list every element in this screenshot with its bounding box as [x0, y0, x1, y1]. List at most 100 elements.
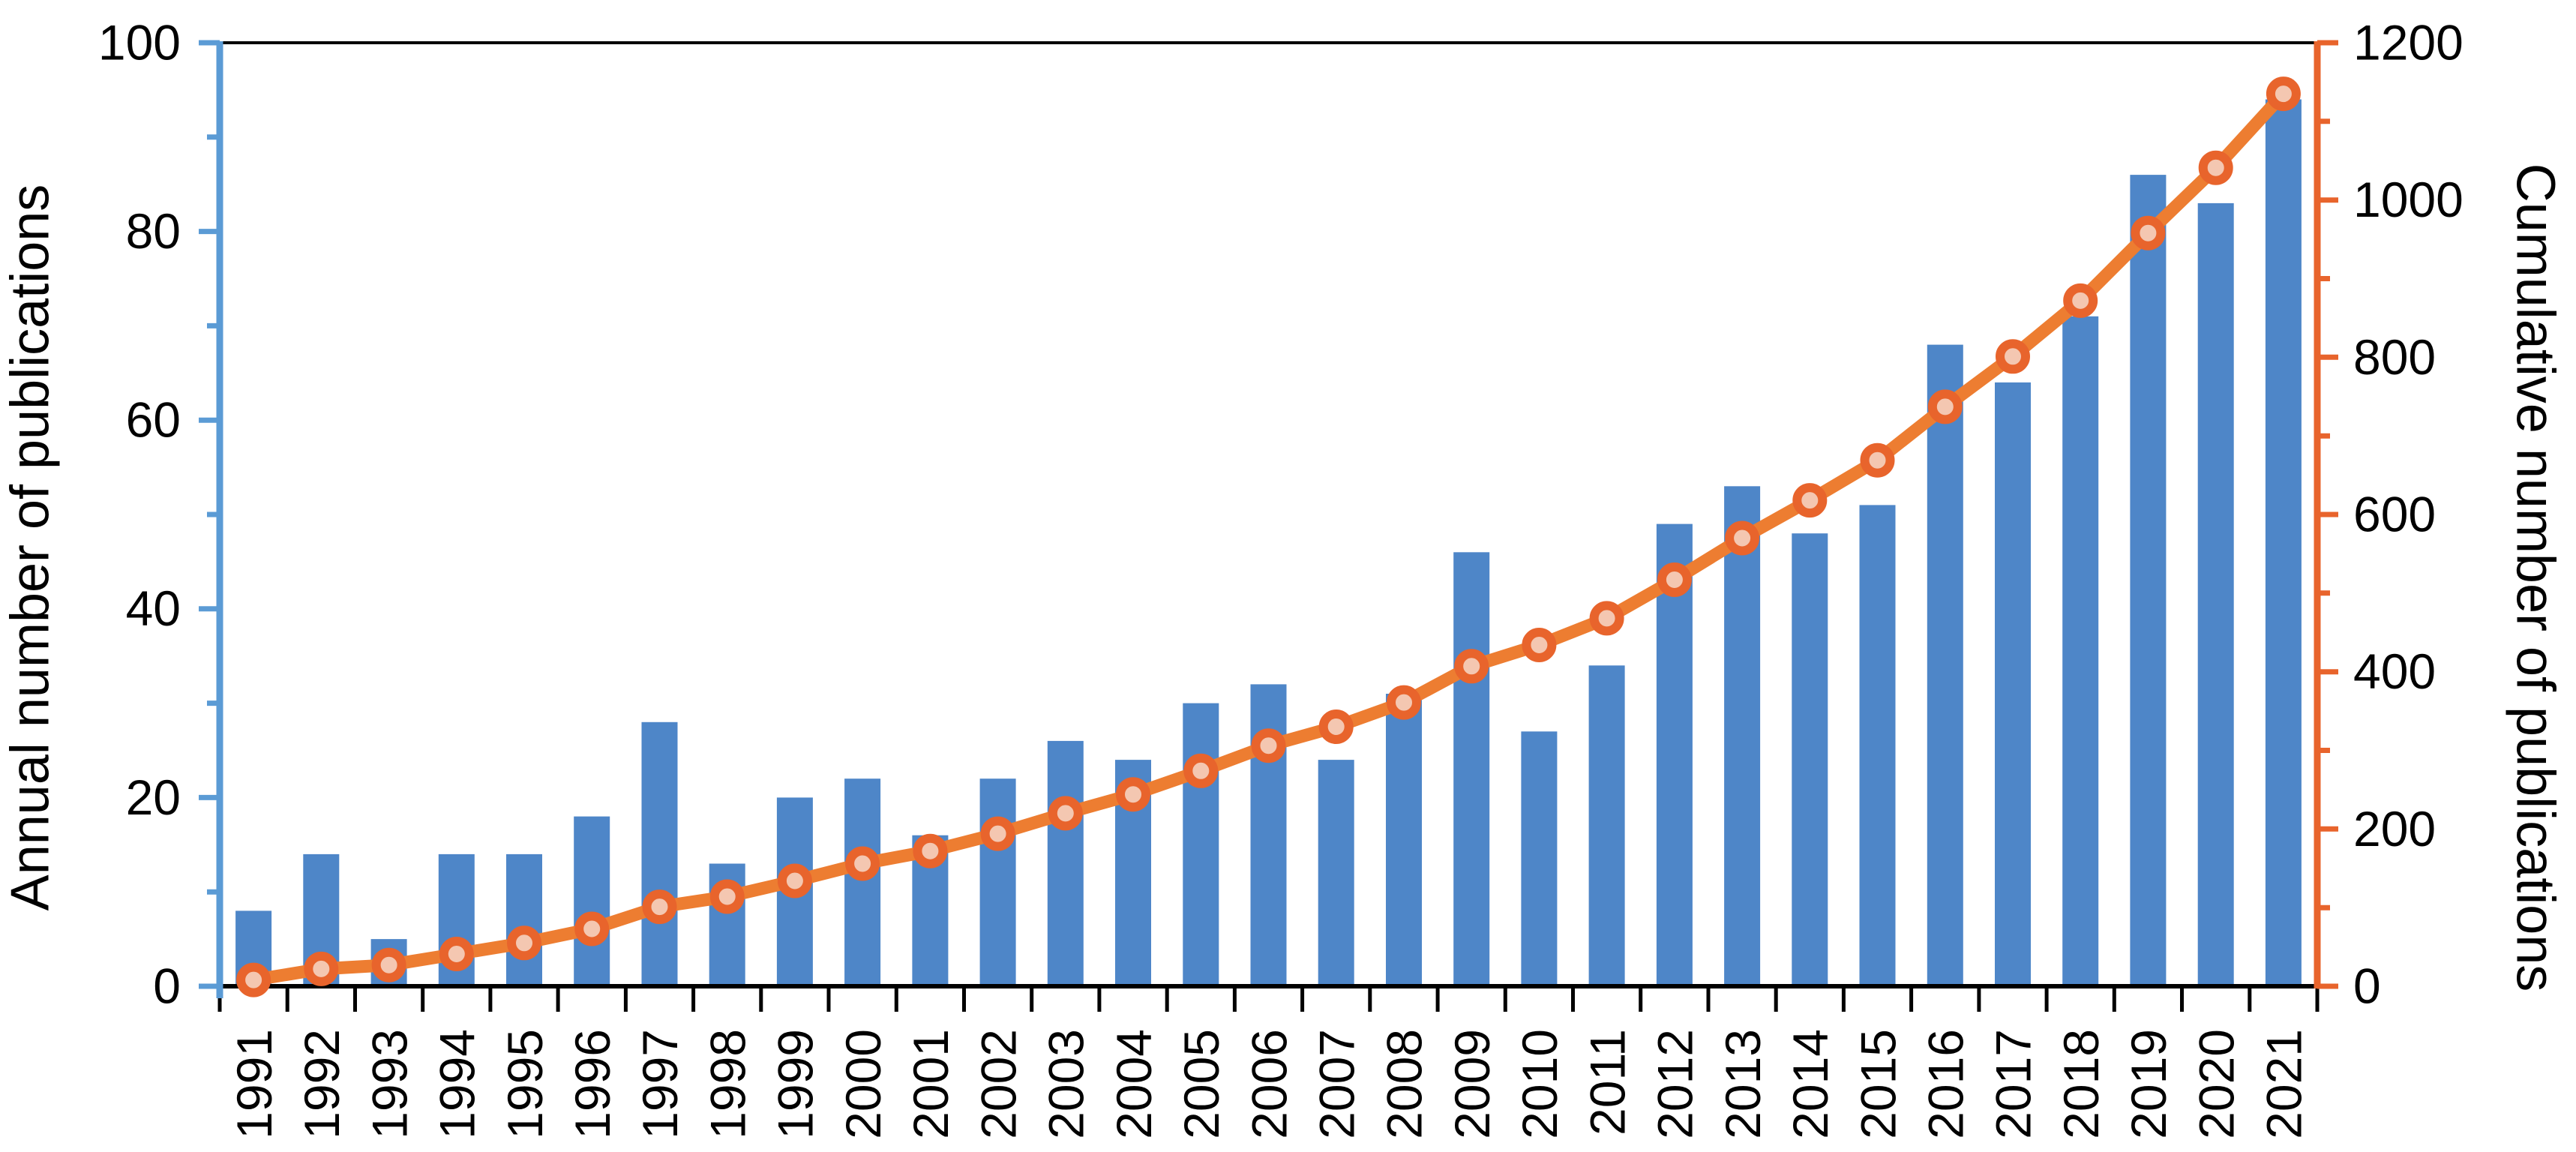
marker-2010 [1522, 628, 1557, 662]
marker-1994 [439, 937, 474, 971]
marker-2018 [2063, 283, 2098, 318]
bar-2015 [1859, 505, 1896, 986]
x-axis-year-label: 1999 [768, 1029, 823, 1139]
marker-2011 [1589, 601, 1624, 636]
marker-1991 [236, 962, 271, 998]
left-axis-tick-label: 80 [126, 203, 181, 259]
right-axis-tick-label: 1000 [2353, 172, 2464, 227]
x-axis-year-label: 2020 [2188, 1029, 2244, 1139]
bar-2011 [1588, 665, 1625, 986]
bar-2012 [1656, 524, 1693, 986]
x-axis-year-label: 1992 [294, 1029, 349, 1139]
x-axis-year-label: 2004 [1106, 1029, 1162, 1139]
x-axis-year-label: 2001 [903, 1029, 958, 1139]
marker-2019 [2131, 215, 2166, 250]
right-axis-tick-label: 1200 [2353, 14, 2464, 70]
marker-2009 [1454, 649, 1489, 684]
marker-2012 [1657, 562, 1692, 597]
bar-2014 [1792, 533, 1828, 986]
bar-2007 [1318, 760, 1354, 986]
x-axis-year-label: 1993 [361, 1029, 417, 1139]
marker-2017 [1996, 339, 2030, 374]
x-axis-year-label: 1996 [565, 1029, 620, 1139]
right-axis-tick-label: 200 [2353, 801, 2436, 856]
bar-2008 [1386, 694, 1422, 986]
x-axis-year-label: 2002 [970, 1029, 1026, 1139]
bar-1997 [641, 722, 678, 986]
right-axis-title: Cumulative number of publications [2505, 163, 2566, 992]
x-axis-year-label: 2021 [2257, 1029, 2312, 1139]
marker-2004 [1116, 777, 1150, 812]
bar-1995 [506, 854, 542, 986]
marker-1998 [709, 879, 745, 914]
x-axis-year-label: 2016 [1918, 1029, 1974, 1139]
marker-2002 [980, 816, 1015, 851]
marker-1992 [304, 951, 339, 986]
x-axis-year-label: 1991 [226, 1029, 282, 1139]
x-axis-year-label: 1997 [632, 1029, 688, 1139]
right-axis-title-wrapper: Cumulative number of publications [2505, 90, 2565, 1065]
bar-2013 [1724, 486, 1761, 986]
bar-2003 [1047, 740, 1084, 986]
marker-2021 [2266, 76, 2301, 112]
marker-2015 [1860, 442, 1895, 478]
marker-2007 [1318, 710, 1354, 744]
right-axis-tick-label: 800 [2353, 329, 2436, 385]
left-axis-tick-label: 60 [126, 392, 181, 448]
x-axis-year-label: 2011 [1579, 1029, 1635, 1136]
marker-1995 [507, 926, 541, 961]
x-axis-year-label: 2019 [2121, 1029, 2176, 1139]
x-axis-year-label: 2012 [1648, 1029, 1703, 1139]
bar-2016 [1927, 344, 1963, 987]
x-axis-year-label: 2003 [1039, 1029, 1094, 1139]
marker-1997 [642, 890, 677, 925]
x-axis-year-label: 1998 [700, 1029, 756, 1139]
bar-2002 [979, 778, 1016, 986]
marker-2000 [845, 846, 880, 881]
left-axis-title: Annual number of publications [0, 184, 60, 911]
x-axis-year-label: 2017 [1986, 1029, 2041, 1139]
marker-2020 [2198, 150, 2233, 185]
left-axis-tick-label: 100 [98, 14, 181, 70]
x-axis-year-label: 1995 [497, 1029, 553, 1139]
bar-2000 [844, 778, 881, 986]
right-axis-tick-label: 0 [2353, 958, 2381, 1013]
bar-2020 [2197, 202, 2234, 986]
marker-2006 [1251, 728, 1286, 764]
x-axis-year-label: 2008 [1377, 1029, 1432, 1139]
marker-1996 [574, 911, 610, 946]
marker-1993 [371, 947, 406, 982]
bar-2010 [1521, 731, 1558, 986]
left-axis-tick-label: 20 [126, 770, 181, 825]
bar-2017 [1995, 382, 2031, 986]
x-axis-year-label: 2010 [1512, 1029, 1567, 1139]
x-axis-year-label: 2018 [2053, 1029, 2109, 1139]
x-axis-year-label: 2005 [1174, 1029, 1229, 1139]
x-axis-year-label: 2007 [1309, 1029, 1365, 1139]
x-axis-year-label: 2009 [1444, 1029, 1500, 1139]
left-axis-tick-label: 40 [126, 580, 181, 636]
marker-1999 [777, 863, 812, 898]
marker-2005 [1183, 753, 1219, 788]
marker-2016 [1927, 389, 1963, 424]
bar-2019 [2130, 175, 2167, 987]
marker-2014 [1792, 483, 1828, 518]
marker-2013 [1725, 520, 1760, 556]
x-axis-year-label: 2006 [1241, 1029, 1297, 1139]
left-axis-title-wrapper: Annual number of publications [0, 60, 60, 1035]
x-axis-year-label: 2000 [835, 1029, 891, 1139]
bar-2005 [1183, 703, 1219, 986]
x-axis-year-label: 1994 [430, 1029, 485, 1139]
bar-2009 [1453, 552, 1490, 986]
x-axis-year-label: 2014 [1783, 1029, 1838, 1139]
marker-2008 [1387, 685, 1421, 720]
right-axis-tick-label: 400 [2353, 644, 2436, 699]
x-axis-year-label: 2013 [1715, 1029, 1771, 1139]
left-axis-tick-label: 0 [153, 958, 181, 1013]
marker-2001 [913, 833, 948, 868]
bar-1996 [574, 816, 610, 986]
x-axis-year-label: 2015 [1850, 1029, 1906, 1139]
bar-2018 [2062, 316, 2099, 986]
